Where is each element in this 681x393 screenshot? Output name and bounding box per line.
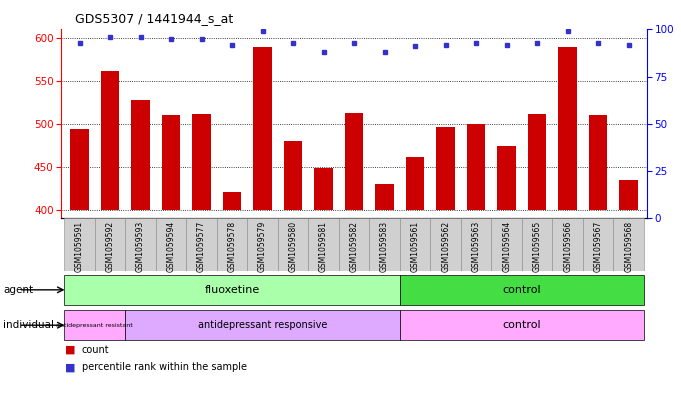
Bar	[125, 218, 156, 271]
Bar	[614, 218, 644, 271]
Bar	[369, 218, 400, 271]
Bar	[437, 127, 455, 209]
Bar	[406, 157, 424, 209]
Bar	[64, 275, 400, 305]
Text: GSM1059580: GSM1059580	[289, 221, 298, 272]
Bar	[247, 218, 278, 271]
Bar	[498, 146, 516, 209]
Text: GSM1059593: GSM1059593	[136, 221, 145, 272]
Bar	[400, 218, 430, 271]
Text: GSM1059564: GSM1059564	[502, 221, 511, 272]
Bar	[217, 218, 247, 271]
Text: GSM1059566: GSM1059566	[563, 221, 572, 272]
Bar	[253, 47, 272, 209]
Bar	[492, 218, 522, 271]
Bar	[64, 310, 125, 340]
Bar	[461, 218, 492, 271]
Text: GSM1059578: GSM1059578	[227, 221, 236, 272]
Bar	[583, 218, 614, 271]
Text: GSM1059561: GSM1059561	[411, 221, 419, 272]
Bar	[308, 218, 339, 271]
Bar	[101, 71, 119, 209]
Bar	[375, 184, 394, 209]
Bar	[345, 113, 363, 209]
Bar	[620, 180, 638, 209]
Bar	[64, 218, 95, 271]
Bar	[558, 47, 577, 209]
Text: ■: ■	[65, 362, 75, 373]
Bar	[552, 218, 583, 271]
Bar	[131, 100, 150, 209]
Bar	[400, 275, 644, 305]
Bar	[339, 218, 369, 271]
Bar	[467, 124, 486, 209]
Text: agent: agent	[3, 285, 33, 295]
Text: GSM1059591: GSM1059591	[75, 221, 84, 272]
Bar	[162, 115, 180, 209]
Bar	[156, 218, 187, 271]
Bar	[522, 218, 552, 271]
Text: control: control	[503, 285, 541, 295]
Text: percentile rank within the sample: percentile rank within the sample	[82, 362, 247, 373]
Text: antidepressant responsive: antidepressant responsive	[198, 320, 328, 330]
Text: GDS5307 / 1441944_s_at: GDS5307 / 1441944_s_at	[75, 12, 233, 25]
Text: individual: individual	[3, 320, 54, 330]
Text: GSM1059568: GSM1059568	[624, 221, 633, 272]
Text: GSM1059567: GSM1059567	[594, 221, 603, 272]
Text: GSM1059581: GSM1059581	[319, 221, 328, 272]
Bar	[400, 310, 644, 340]
Text: GSM1059579: GSM1059579	[258, 221, 267, 272]
Text: GSM1059577: GSM1059577	[197, 221, 206, 272]
Bar	[284, 141, 302, 209]
Text: GSM1059583: GSM1059583	[380, 221, 389, 272]
Text: GSM1059592: GSM1059592	[106, 221, 114, 272]
Bar	[193, 114, 210, 209]
Bar	[187, 218, 217, 271]
Bar	[70, 129, 89, 209]
Text: count: count	[82, 345, 110, 355]
Text: control: control	[503, 320, 541, 330]
Bar	[125, 310, 400, 340]
Bar	[278, 218, 308, 271]
Bar	[315, 168, 333, 209]
Bar	[528, 114, 546, 209]
Bar	[430, 218, 461, 271]
Text: GSM1059594: GSM1059594	[167, 221, 176, 272]
Bar	[95, 218, 125, 271]
Text: GSM1059563: GSM1059563	[472, 221, 481, 272]
Text: GSM1059582: GSM1059582	[349, 221, 359, 272]
Text: antidepressant resistant: antidepressant resistant	[57, 323, 133, 328]
Text: fluoxetine: fluoxetine	[204, 285, 259, 295]
Text: GSM1059565: GSM1059565	[533, 221, 541, 272]
Text: ■: ■	[65, 345, 75, 355]
Bar	[223, 191, 241, 209]
Text: GSM1059562: GSM1059562	[441, 221, 450, 272]
Bar	[589, 115, 607, 209]
